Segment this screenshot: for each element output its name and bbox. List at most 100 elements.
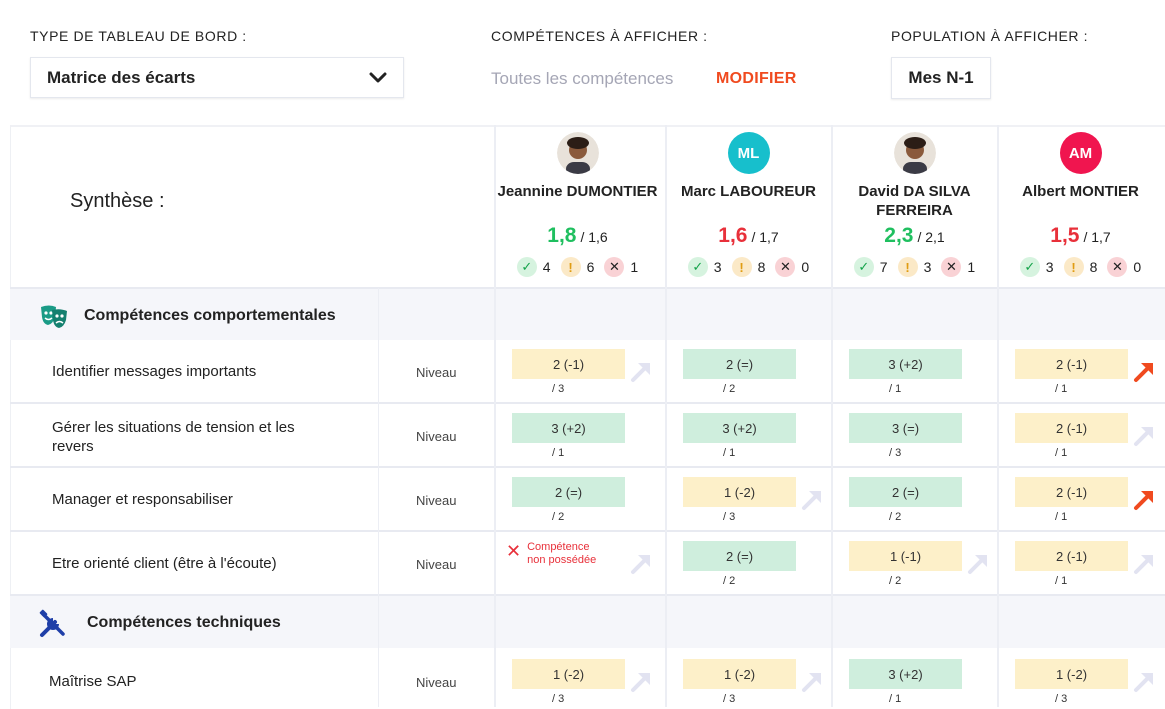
score-target: / 1,6 (580, 229, 608, 245)
dashboard-type-select[interactable]: Matrice des écarts (30, 57, 404, 98)
person-column-header[interactable]: Jeannine DUMONTIER 1,8/ 1,6 ✓ 4! 6 ✕ 1 (495, 132, 660, 277)
level-chip[interactable]: 2 (=) (683, 541, 796, 571)
cross-icon: ✕ (604, 257, 625, 277)
person-name: Jeannine DUMONTIER (497, 183, 658, 200)
score-target: / 1,7 (751, 229, 779, 245)
trend-arrow-icon[interactable] (629, 358, 659, 388)
warning-icon: ! (897, 257, 918, 277)
cross-icon: ✕ (1107, 257, 1128, 277)
avatar (556, 132, 599, 174)
level-chip[interactable]: 2 (-1) (512, 349, 625, 379)
count-value: 7 (879, 259, 888, 275)
trend-arrow-icon[interactable] (1132, 668, 1162, 698)
avatar: AM (1059, 132, 1102, 174)
theater-masks-icon (39, 304, 69, 335)
level-chip[interactable]: 1 (-1) (849, 541, 962, 571)
skill-name: Gérer les situations de tension et les r… (52, 419, 295, 455)
person-name: David DA SILVA FERREIRA (858, 183, 971, 219)
row-divider (10, 287, 1165, 289)
person-score: 1,5/ 1,7 (998, 224, 1163, 248)
trend-arrow-icon[interactable] (1132, 358, 1162, 388)
avatar: ML (727, 132, 770, 174)
level-chip[interactable]: 1 (-2) (683, 659, 796, 689)
level-chip[interactable]: 3 (+2) (849, 659, 962, 689)
trend-arrow-icon[interactable] (1132, 550, 1162, 580)
count-value: 6 (586, 259, 595, 275)
category-title-behavioral: Compétences comportementales (84, 307, 336, 324)
level-chip[interactable]: 3 (+2) (683, 413, 796, 443)
required-level: / 3 (552, 383, 565, 395)
population-select[interactable]: Mes N-1 (891, 57, 991, 99)
level-label: Niveau (416, 429, 457, 444)
person-column-header[interactable]: ML Marc LABOUREUR 1,6/ 1,7 ✓ 3! 8 ✕ 0 (666, 132, 831, 277)
modify-button[interactable]: MODIFIER (716, 70, 797, 87)
summary-label: Synthèse : (70, 190, 165, 212)
required-level: / 2 (552, 511, 565, 523)
tools-icon (38, 609, 68, 644)
trend-arrow-icon[interactable] (629, 550, 659, 580)
person-score: 2,3/ 2,1 (832, 224, 997, 248)
level-chip[interactable]: 2 (-1) (1015, 541, 1128, 571)
person-column-header[interactable]: David DA SILVA FERREIRA 2,3/ 2,1 ✓ 7! 3 ✕ 1 (832, 132, 997, 277)
skill-name: Etre orienté client (être à l'écoute) (52, 555, 277, 572)
warning-icon: ! (731, 257, 752, 277)
person-score: 1,8/ 1,6 (495, 224, 660, 248)
check-icon: ✓ (1019, 257, 1040, 277)
check-icon: ✓ (516, 257, 537, 277)
required-level: / 1 (552, 447, 565, 459)
person-score: 1,6/ 1,7 (666, 224, 831, 248)
trend-arrow-icon[interactable] (800, 668, 830, 698)
count-ok: ✓ 7 (853, 257, 888, 277)
count-value: 3 (1045, 259, 1054, 275)
level-chip[interactable]: 3 (+2) (512, 413, 625, 443)
level-chip[interactable]: 2 (=) (683, 349, 796, 379)
trend-arrow-icon[interactable] (1132, 486, 1162, 516)
count-ko: ✕ 0 (1107, 257, 1141, 277)
row-divider (10, 594, 1165, 596)
category-title-technical: Compétences techniques (87, 614, 281, 631)
count-ok: ✓ 3 (687, 257, 722, 277)
level-chip[interactable]: 1 (-2) (683, 477, 796, 507)
count-value: 8 (1089, 259, 1098, 275)
row-divider (10, 402, 1165, 404)
level-chip[interactable]: 2 (=) (849, 477, 962, 507)
trend-arrow-icon[interactable] (966, 550, 996, 580)
level-label: Niveau (416, 493, 457, 508)
level-chip[interactable]: 2 (=) (512, 477, 625, 507)
trend-arrow-icon[interactable] (800, 486, 830, 516)
score-target: / 1,7 (1083, 229, 1111, 245)
status-counts: ✓ 3! 8 ✕ 0 (666, 257, 831, 277)
person-name: Albert MONTIER (1022, 183, 1139, 200)
required-level: / 3 (889, 447, 902, 459)
required-level: / 2 (723, 575, 736, 587)
score-value: 1,8 (547, 224, 577, 247)
score-target: / 2,1 (917, 229, 945, 245)
column-divider (831, 125, 833, 707)
dashboard-type-value: Matrice des écarts (47, 67, 196, 87)
level-chip[interactable]: 3 (=) (849, 413, 962, 443)
status-counts: ✓ 7! 3 ✕ 1 (832, 257, 997, 277)
count-warn: ! 6 (560, 257, 595, 277)
count-value: 8 (757, 259, 766, 275)
level-chip[interactable]: 2 (-1) (1015, 477, 1128, 507)
population-label: POPULATION À AFFICHER : (891, 28, 1089, 44)
column-divider (378, 288, 379, 707)
required-level: / 1 (1055, 575, 1068, 587)
level-chip[interactable]: 2 (-1) (1015, 413, 1128, 443)
skills-label: COMPÉTENCES À AFFICHER : (491, 28, 708, 44)
level-chip[interactable]: 2 (-1) (1015, 349, 1128, 379)
level-chip[interactable]: 3 (+2) (849, 349, 962, 379)
person-column-header[interactable]: AM Albert MONTIER 1,5/ 1,7 ✓ 3! 8 ✕ 0 (998, 132, 1163, 277)
level-chip[interactable]: 1 (-2) (512, 659, 625, 689)
count-ok: ✓ 4 (516, 257, 551, 277)
count-value: 3 (713, 259, 722, 275)
status-counts: ✓ 3! 8 ✕ 0 (998, 257, 1163, 277)
trend-arrow-icon[interactable] (1132, 422, 1162, 452)
level-chip[interactable]: 1 (-2) (1015, 659, 1128, 689)
column-divider (997, 125, 999, 707)
skill-name: Manager et responsabiliser (52, 491, 233, 508)
required-level: / 1 (1055, 447, 1068, 459)
trend-arrow-icon[interactable] (629, 668, 659, 698)
level-label: Niveau (416, 557, 457, 572)
skill-name: Identifier messages importants (52, 363, 257, 380)
